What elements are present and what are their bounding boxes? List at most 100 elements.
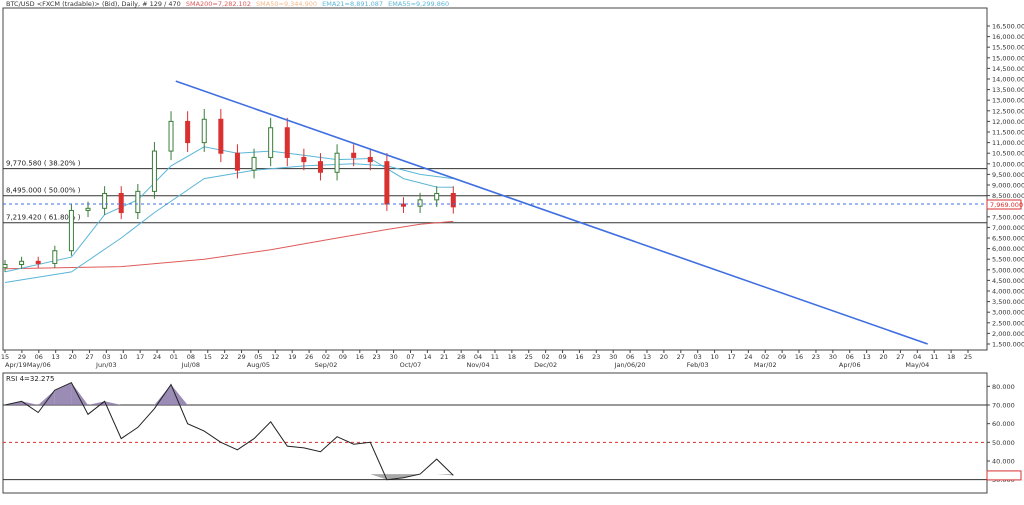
current-price-label: 7,969.000 — [990, 201, 1023, 209]
candle-body — [450, 192, 456, 208]
candle-body — [400, 203, 406, 207]
candle-body — [234, 152, 240, 171]
price-tick-label: 7,500.000 — [992, 213, 1024, 221]
candle-body — [218, 118, 224, 154]
candle-body — [251, 156, 257, 171]
candle-body — [317, 161, 323, 173]
date-tick-label: 10 — [119, 353, 127, 361]
price-tick-label: 4,500.000 — [992, 277, 1024, 285]
date-tick-label: 27 — [85, 353, 93, 361]
price-tick-label: 16,000.000 — [992, 33, 1024, 41]
header-info: BTC/USD <FXCM (tradable)> (Bid), Daily, … — [6, 0, 449, 8]
price-tick-label: 11,000.000 — [992, 139, 1024, 147]
candle-body — [384, 161, 390, 205]
month-label: Jul/08 — [181, 361, 200, 369]
price-tick-label: 4,000.000 — [992, 288, 1024, 296]
rsi-tick-label: 40.000 — [992, 458, 1015, 466]
date-tick-label: 15 — [204, 353, 212, 361]
candle-body — [434, 192, 440, 201]
candle-body — [68, 209, 74, 252]
candle-body — [268, 127, 274, 158]
date-tick-label: 11 — [930, 353, 938, 361]
price-tick-label: 6,500.000 — [992, 235, 1024, 243]
price-tick-label: 14,000.000 — [992, 76, 1024, 84]
fib-label: 7,219.420 ( 61.80% ) — [6, 214, 81, 222]
candle-body — [151, 150, 157, 192]
date-tick-label: 17 — [136, 353, 144, 361]
rsi-series — [4, 381, 1022, 481]
rsi-oversold-fill — [436, 474, 454, 476]
date-tick-label: 09 — [778, 353, 786, 361]
candle-body — [102, 192, 108, 209]
candle-body — [35, 260, 41, 264]
date-tick-label: 18 — [947, 353, 955, 361]
date-tick-label: 27 — [896, 353, 904, 361]
rsi-value-tag — [986, 470, 1022, 481]
price-tick-label: 8,500.000 — [992, 192, 1024, 200]
date-tick-label: 17 — [727, 353, 735, 361]
date-tick-label: 25 — [525, 353, 533, 361]
date-tick-label: 03 — [694, 353, 702, 361]
date-tick-label: 04 — [913, 353, 921, 361]
date-tick-label: 13 — [862, 353, 870, 361]
date-tick-label: 06 — [626, 353, 634, 361]
date-tick-label: 03 — [102, 353, 110, 361]
price-tick-label: 10,000.000 — [992, 160, 1024, 168]
date-tick-label: 23 — [812, 353, 820, 361]
rsi-overbought-fill — [154, 384, 172, 405]
price-tick-label: 12,000.000 — [992, 118, 1024, 126]
header-sma50: SMA50=9,344.900 — [256, 0, 317, 8]
trendline[interactable] — [175, 80, 928, 345]
price-tick-label: 13,000.000 — [992, 97, 1024, 105]
month-label: Feb/03 — [687, 361, 709, 369]
price-tick-label: 15,500.000 — [992, 44, 1024, 52]
candle-body — [19, 260, 25, 266]
date-tick-label: 06 — [35, 353, 43, 361]
candle-body — [135, 190, 141, 214]
candle-body — [118, 192, 124, 214]
date-tick-label: 02 — [761, 353, 769, 361]
candle-body — [201, 118, 207, 144]
date-tick-label: 14 — [423, 353, 431, 361]
downtrend-line — [175, 80, 928, 345]
month-label: Apr/19 — [5, 361, 27, 369]
price-tick-label: 6,000.000 — [992, 245, 1024, 253]
candle-body — [334, 152, 340, 173]
date-tick-label: 13 — [52, 353, 60, 361]
price-tick-label: 1,500.000 — [992, 341, 1024, 349]
rsi-overbought-fill — [38, 390, 55, 405]
date-tick-label: 10 — [710, 353, 718, 361]
price-tick-label: 2,000.000 — [992, 330, 1024, 338]
price-tick-label: 7,000.000 — [992, 224, 1024, 232]
date-tick-label: 24 — [153, 353, 161, 361]
rsi-tick-label: 50.000 — [992, 439, 1015, 447]
month-label: May/04 — [905, 361, 929, 369]
header-ema21: EMA21=8,891.087 — [322, 0, 383, 8]
date-tick-label: 16 — [356, 353, 364, 361]
month-label: Jun/03 — [95, 361, 117, 369]
date-tick-label: 06 — [846, 353, 854, 361]
rsi-tick-label: 70.000 — [992, 402, 1015, 410]
date-tick-label: 09 — [558, 353, 566, 361]
date-tick-label: 19 — [288, 353, 296, 361]
price-tick-label: 10,500.000 — [992, 150, 1024, 158]
date-tick-label: 11 — [491, 353, 499, 361]
date-tick-label: 23 — [373, 353, 381, 361]
date-tick-label: 07 — [406, 353, 414, 361]
rsi-label: RSI 4=32.275 — [6, 375, 54, 383]
candle-body — [351, 152, 357, 158]
rsi-line — [4, 381, 454, 481]
date-tick-label: 24 — [744, 353, 752, 361]
price-tick-label: 5,000.000 — [992, 266, 1024, 274]
month-label: Oct/07 — [400, 361, 422, 369]
ma-line-sma200 — [4, 220, 454, 270]
date-tick-label: 01 — [170, 353, 178, 361]
candle-body — [52, 250, 58, 264]
date-tick-label: 26 — [305, 353, 313, 361]
date-axis: 15 29 06 13 20 27 03 10 17 24 01 08 15 22 29 05 12 19 26 02… — [1, 350, 972, 369]
candle-body — [367, 156, 373, 163]
date-tick-label: 20 — [879, 353, 887, 361]
date-tick-label: 20 — [68, 353, 76, 361]
